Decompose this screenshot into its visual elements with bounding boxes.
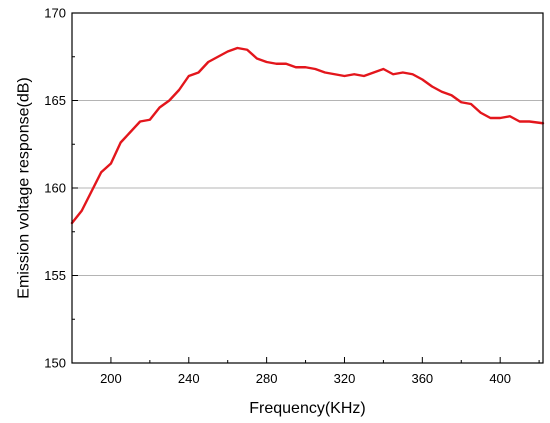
plot-frame	[71, 12, 544, 364]
x-tick-label-240: 240	[178, 371, 200, 386]
y-tick-label-170: 170	[44, 6, 66, 21]
grid-lines	[72, 100, 543, 276]
x-tick-label-360: 360	[411, 371, 433, 386]
series-group	[70, 46, 545, 225]
y-tick-label-150: 150	[44, 356, 66, 371]
series-line-0	[70, 46, 545, 225]
y-tick-label-160: 160	[44, 181, 66, 196]
x-tick-label-200: 200	[100, 371, 122, 386]
x-axis-label: Frequency(KHz)	[249, 400, 365, 417]
y-tick-label-155: 155	[44, 268, 66, 283]
y-axis-label: Emission voltage response(dB)	[16, 77, 33, 298]
x-tick-label-280: 280	[256, 371, 278, 386]
x-tick-label-320: 320	[334, 371, 356, 386]
tick-labels: 150 155 160 165 170 200 240 280 320 360 400	[44, 6, 511, 387]
y-tick-label-165: 165	[44, 93, 66, 108]
x-tick-label-400: 400	[489, 371, 511, 386]
